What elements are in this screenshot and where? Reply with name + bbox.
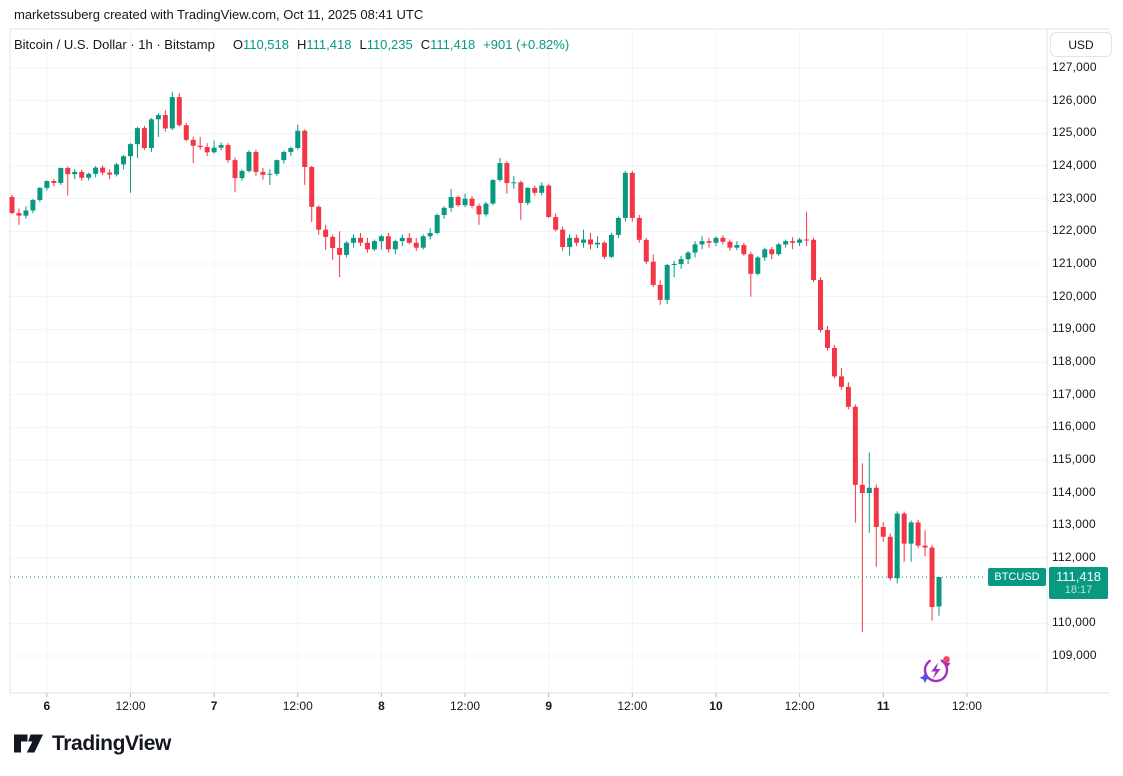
time-axis-label: 12:00 (617, 699, 648, 713)
time-axis-label: 6 (43, 699, 51, 713)
price-axis-label: 114,000 (1052, 484, 1096, 499)
price-axis-label: 113,000 (1052, 517, 1096, 532)
tradingview-logo-icon (14, 734, 43, 753)
border-layer (9, 28, 1110, 694)
time-axis-label: 9 (545, 699, 553, 713)
currency-toggle-button[interactable]: USD (1050, 32, 1112, 57)
spark-icon (919, 656, 951, 684)
bar-close-countdown: 18:17 (1064, 584, 1093, 596)
price-axis-label: 127,000 (1052, 60, 1097, 74)
price-axis-label: 110,000 (1052, 615, 1096, 630)
price-axis-label: 109,000 (1052, 648, 1097, 662)
candles-layer (9, 91, 942, 632)
spark-refresh-button[interactable] (918, 651, 954, 687)
symbol-price-pill: BTCUSD (988, 568, 1046, 586)
time-axis-label: 12:00 (951, 699, 982, 713)
price-change: +901 (+0.82%) (483, 37, 570, 52)
ohlc-high-value: 111,418 (306, 37, 352, 52)
time-axis-label: 12:00 (450, 699, 481, 713)
tradingview-logo-text: TradingView (52, 731, 171, 755)
price-axis-label: 119,000 (1052, 321, 1096, 336)
sparkle-icon (919, 672, 931, 684)
tradingview-logo[interactable]: TradingView (13, 731, 171, 756)
arrowhead-icon (945, 662, 951, 667)
attribution-text: marketssuberg created with TradingView.c… (14, 7, 424, 22)
ohlc-low-label: L (359, 37, 367, 52)
price-axis-label: 121,000 (1052, 256, 1097, 270)
ohlc-close-label: C (420, 37, 431, 52)
ohlc-open-label: O (232, 37, 243, 52)
ohlc-open-value: 110,518 (242, 37, 289, 52)
last-price-value: 111,418 (1055, 569, 1102, 584)
grid-layer (10, 29, 1047, 697)
price-axis-label: 116,000 (1052, 419, 1096, 434)
time-axis-label: 12:00 (282, 699, 313, 713)
price-axis[interactable]: USD 127,000 126,000 125,000 124,000 123,000 1… (1047, 0, 1123, 776)
time-axis-label: 7 (210, 699, 218, 713)
time-axis-label: 8 (378, 699, 385, 713)
price-axis-label: 118,000 (1052, 354, 1096, 368)
price-axis-label: 125,000 (1052, 125, 1097, 140)
time-axis[interactable]: 6 12:00 7 12:00 8 12:00 9 12:00 10 12:00 11 12:00 (0, 699, 1047, 721)
last-price-label: 111,418 18:17 (1049, 567, 1108, 599)
ohlc-close-value: 111,418 (430, 37, 476, 52)
price-axis-label: 123,000 (1052, 190, 1097, 205)
price-axis-label: 122,000 (1052, 223, 1097, 238)
price-axis-label: 126,000 (1052, 92, 1097, 107)
price-axis-label: 115,000 (1052, 452, 1096, 466)
notification-dot (943, 656, 950, 663)
ohlc-low-value: 110,235 (366, 37, 413, 52)
symbol-title: Bitcoin / U.S. Dollar · 1h · Bitstamp (14, 37, 215, 52)
price-axis-label: 124,000 (1052, 158, 1097, 172)
price-axis-label: 112,000 (1052, 550, 1096, 564)
ohlc-high-label: H (297, 37, 307, 52)
time-axis-label: 12:00 (115, 699, 146, 713)
price-axis-label: 120,000 (1052, 288, 1097, 303)
lightning-bolt-icon (931, 662, 941, 679)
time-axis-label: 12:00 (784, 699, 815, 713)
time-axis-label: 11 (876, 699, 890, 713)
time-axis-label: 10 (709, 699, 723, 713)
price-axis-label: 117,000 (1052, 386, 1096, 401)
